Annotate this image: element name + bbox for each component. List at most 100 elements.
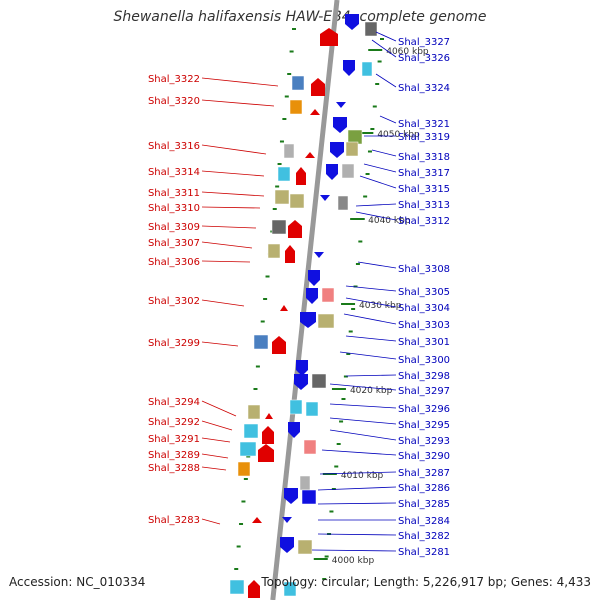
gene-arrow-reverse: [314, 252, 324, 258]
gene-feature: [291, 75, 305, 91]
gene-label-left: Shal_3316: [148, 141, 200, 152]
gene-feature: [283, 581, 297, 597]
gene-feature: [317, 313, 335, 329]
gene-leader-line: [201, 299, 245, 307]
gene-leader-line: [201, 437, 231, 443]
scale-tick: [253, 388, 258, 390]
gene-leader-line: [375, 31, 397, 42]
gene-label-right: Shal_3315: [398, 184, 450, 195]
gene-feature: [361, 61, 373, 77]
scale-tick: [246, 455, 251, 458]
accession-label: Accession: NC_010334: [9, 575, 146, 589]
gene-label-right: Shal_3317: [398, 168, 450, 179]
gene-label-right: Shal_3308: [398, 264, 450, 275]
gene-leader-line: [201, 466, 227, 471]
gene-leader-line: [201, 400, 237, 417]
gene-arrow-reverse: [306, 288, 318, 304]
gene-label-right: Shal_3319: [398, 132, 450, 143]
gene-label-left: Shal_3306: [148, 257, 200, 268]
gene-label-right: Shal_3297: [398, 386, 450, 397]
gene-arrow-forward: [285, 245, 295, 263]
gene-leader-line: [201, 260, 251, 263]
scale-tick: [353, 285, 358, 288]
gene-label-right: Shal_3284: [398, 516, 450, 527]
gene-arrow-forward: [288, 220, 302, 238]
gene-label-right: Shal_3326: [398, 53, 450, 64]
gene-label-right: Shal_3290: [398, 451, 450, 462]
scale-tick: [263, 298, 268, 300]
scale-tick: [292, 28, 297, 30]
scale-tick: [255, 365, 260, 368]
gene-arrow-reverse: [345, 14, 359, 30]
scale-label: 4040 kbp: [368, 216, 411, 226]
gene-label-right: Shal_3285: [398, 499, 450, 510]
gene-feature: [237, 461, 251, 477]
scale-tick: [260, 320, 265, 323]
topology-summary: Topology: circular; Length: 5,226,917 bp…: [261, 575, 591, 589]
scale-tick: [351, 308, 356, 310]
gene-label-right: Shal_3318: [398, 152, 450, 163]
scale-tick: [289, 50, 294, 53]
gene-leader-line: [339, 351, 397, 360]
gene-label-left: Shal_3307: [148, 238, 200, 249]
gene-arrow-forward: [280, 305, 288, 311]
scale-tick: [279, 140, 284, 143]
gene-arrow-forward: [252, 517, 262, 523]
gene-arrow-forward: [262, 426, 274, 444]
gene-label-left: Shal_3288: [148, 463, 200, 474]
gene-leader-line: [317, 486, 397, 491]
gene-leader-line: [201, 420, 233, 431]
scale-tick: [339, 420, 344, 423]
scale-label: 4010 kbp: [341, 471, 384, 481]
gene-leader-line: [201, 225, 257, 229]
gene-leader-line: [343, 313, 397, 325]
gene-feature: [274, 189, 290, 205]
gene-arrow-forward: [310, 109, 320, 115]
gene-leader-line: [201, 241, 253, 249]
gene-arrow-forward: [265, 413, 273, 419]
gene-feature: [321, 287, 335, 303]
gene-leader-line: [317, 533, 397, 536]
gene-feature: [311, 373, 327, 389]
gene-label-right: Shal_3300: [398, 355, 450, 366]
scale-tick: [234, 568, 239, 570]
gene-arrow-forward: [296, 167, 306, 185]
gene-feature: [341, 163, 355, 179]
gene-label-right: Shal_3296: [398, 404, 450, 415]
gene-leader-line: [201, 77, 279, 87]
scale-tick: [377, 60, 382, 63]
scale-label: 4050 kbp: [377, 130, 420, 140]
scale-tick: [275, 185, 280, 188]
gene-label-right: Shal_3312: [398, 216, 450, 227]
gene-arrow-reverse: [308, 270, 320, 286]
gene-label-left: Shal_3291: [148, 434, 200, 445]
scale-tick: [375, 83, 380, 85]
gene-feature: [289, 99, 303, 115]
scale-tick: [341, 398, 346, 400]
scale-tick: [324, 555, 329, 558]
scale-tick: [380, 38, 385, 40]
scale-tick: [365, 173, 370, 175]
gene-arrow-forward: [258, 444, 274, 462]
gene-feature: [345, 141, 359, 157]
gene-leader-line: [201, 206, 261, 209]
gene-label-left: Shal_3309: [148, 222, 200, 233]
scale-tick: [370, 128, 375, 130]
gene-feature: [267, 243, 281, 259]
scale-tick: [277, 163, 282, 165]
gene-feature: [301, 489, 317, 505]
gene-leader-line: [379, 115, 397, 124]
scale-tick: [363, 195, 368, 198]
gene-arrow-forward: [272, 336, 286, 354]
gene-leader-line: [201, 99, 275, 107]
gene-arrow-reverse: [284, 488, 298, 504]
scale-tick: [241, 500, 246, 503]
scale-tick: [239, 523, 244, 525]
gene-arrow-reverse: [300, 312, 316, 328]
gene-leader-line: [329, 403, 397, 409]
gene-arrow-reverse: [296, 360, 308, 376]
scale-tick: [272, 208, 277, 210]
gene-arrow-forward: [311, 78, 325, 96]
gene-arrow-reverse: [280, 537, 294, 553]
